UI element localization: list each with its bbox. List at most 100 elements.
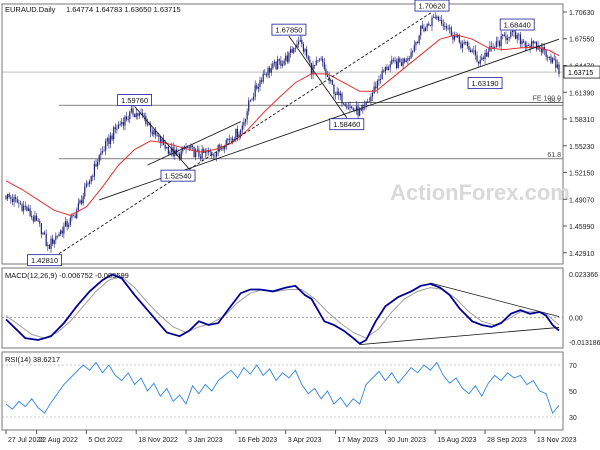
candle-body [188, 147, 190, 149]
candle-body [244, 119, 247, 122]
candle-body [32, 217, 34, 222]
candle-body [286, 55, 288, 62]
candle-body [90, 176, 92, 182]
rsi-y-tick-label: 50 [569, 389, 577, 396]
price-level-box [467, 77, 503, 90]
candle-body [98, 155, 100, 163]
price-y-tick-label: 1.67550 [569, 37, 594, 44]
x-tick-label: 3 Jan 2023 [188, 437, 223, 444]
candle-body [344, 103, 346, 107]
rsi-title: RSI(14) 38.6217 [5, 355, 60, 364]
price-level-label: 1.58460 [333, 120, 360, 129]
candle-body [539, 45, 541, 49]
candle-body [373, 86, 375, 93]
candle-body [85, 183, 87, 187]
candle-body [68, 224, 70, 227]
candle-body [228, 138, 231, 140]
candle-body [5, 195, 7, 199]
candle-body [7, 194, 9, 199]
candle-body [310, 62, 313, 75]
candle-body [402, 58, 404, 66]
macd-y-tick-label: -0.013186 [569, 340, 600, 347]
candle-body [450, 27, 452, 37]
candle-body [199, 156, 202, 159]
candle-body [445, 26, 448, 29]
candle-body [8, 194, 10, 197]
candle-body [26, 206, 28, 211]
candle-body [148, 123, 150, 126]
candle-body [511, 30, 513, 32]
candle-body [13, 197, 15, 202]
candle-body [60, 230, 62, 234]
candle-body [397, 58, 399, 68]
price-y-tick-label: 1.52150 [569, 171, 594, 178]
x-tick-label: 3 Apr 2023 [288, 437, 322, 444]
candle-body [153, 130, 155, 135]
candle-body [479, 59, 481, 64]
candle-body [116, 128, 118, 130]
candle-body [259, 80, 261, 87]
candle-body [180, 151, 182, 160]
candle-body [368, 101, 370, 102]
candle-body [359, 108, 361, 116]
candle-body [251, 99, 253, 101]
candle-body [261, 80, 263, 82]
candle-body [158, 136, 160, 137]
candle-body [117, 124, 120, 129]
candle-body [502, 34, 504, 36]
candle-body [204, 151, 206, 153]
price-level-box [499, 18, 535, 31]
candle-body [301, 39, 303, 45]
candle-body [407, 58, 409, 61]
candle-body [556, 64, 558, 68]
candle-body [169, 151, 171, 154]
candle-body [275, 61, 277, 70]
last-price-box [563, 65, 600, 79]
candle-body [458, 34, 460, 43]
candle-body [193, 146, 195, 158]
candle-body [53, 239, 55, 244]
price-level-box [117, 94, 153, 106]
candle-body [423, 28, 425, 32]
candle-body [273, 61, 276, 64]
candle-body [399, 58, 401, 63]
chart-title: EURAUD.Daily [5, 5, 56, 14]
candle-body [56, 235, 59, 237]
candle-body [122, 122, 124, 126]
candle-body [45, 234, 47, 246]
candle-body [283, 60, 285, 65]
candle-body [34, 215, 36, 222]
candle-body [95, 163, 97, 167]
price-y-tick-label: 1.42910 [569, 251, 594, 258]
candle-body [281, 64, 284, 66]
price-trendline [288, 35, 348, 118]
price-level-box [27, 254, 62, 267]
candle-body [278, 59, 280, 61]
price-y-tick-label: 1.49070 [569, 197, 594, 204]
x-tick-label: 30 Jun 2023 [387, 437, 426, 444]
candle-body [187, 147, 189, 149]
candle-body [306, 49, 308, 57]
macd-signal-line [5, 275, 560, 339]
candle-body [545, 50, 547, 57]
x-tick-label: 16 Feb 2023 [238, 437, 277, 444]
candle-body [441, 20, 443, 25]
candle-body [436, 16, 438, 19]
price-y-tick-label: 1.70630 [569, 10, 594, 17]
candle-body [235, 128, 237, 140]
candle-body [461, 43, 464, 48]
candle-body [416, 42, 419, 44]
candle-body [100, 152, 102, 156]
candle-body [240, 130, 242, 135]
candle-body [64, 221, 67, 227]
last-price-label: 1.63715 [568, 70, 593, 77]
candle-body [293, 48, 295, 53]
candle-body [523, 40, 525, 43]
candle-body [342, 103, 345, 105]
price-level-box [160, 169, 196, 182]
candle-body [296, 44, 298, 48]
moving-average-line [5, 34, 560, 217]
x-tick-label: 5 Oct 2022 [88, 437, 122, 444]
candle-body [106, 138, 108, 142]
candle-body [248, 100, 250, 112]
